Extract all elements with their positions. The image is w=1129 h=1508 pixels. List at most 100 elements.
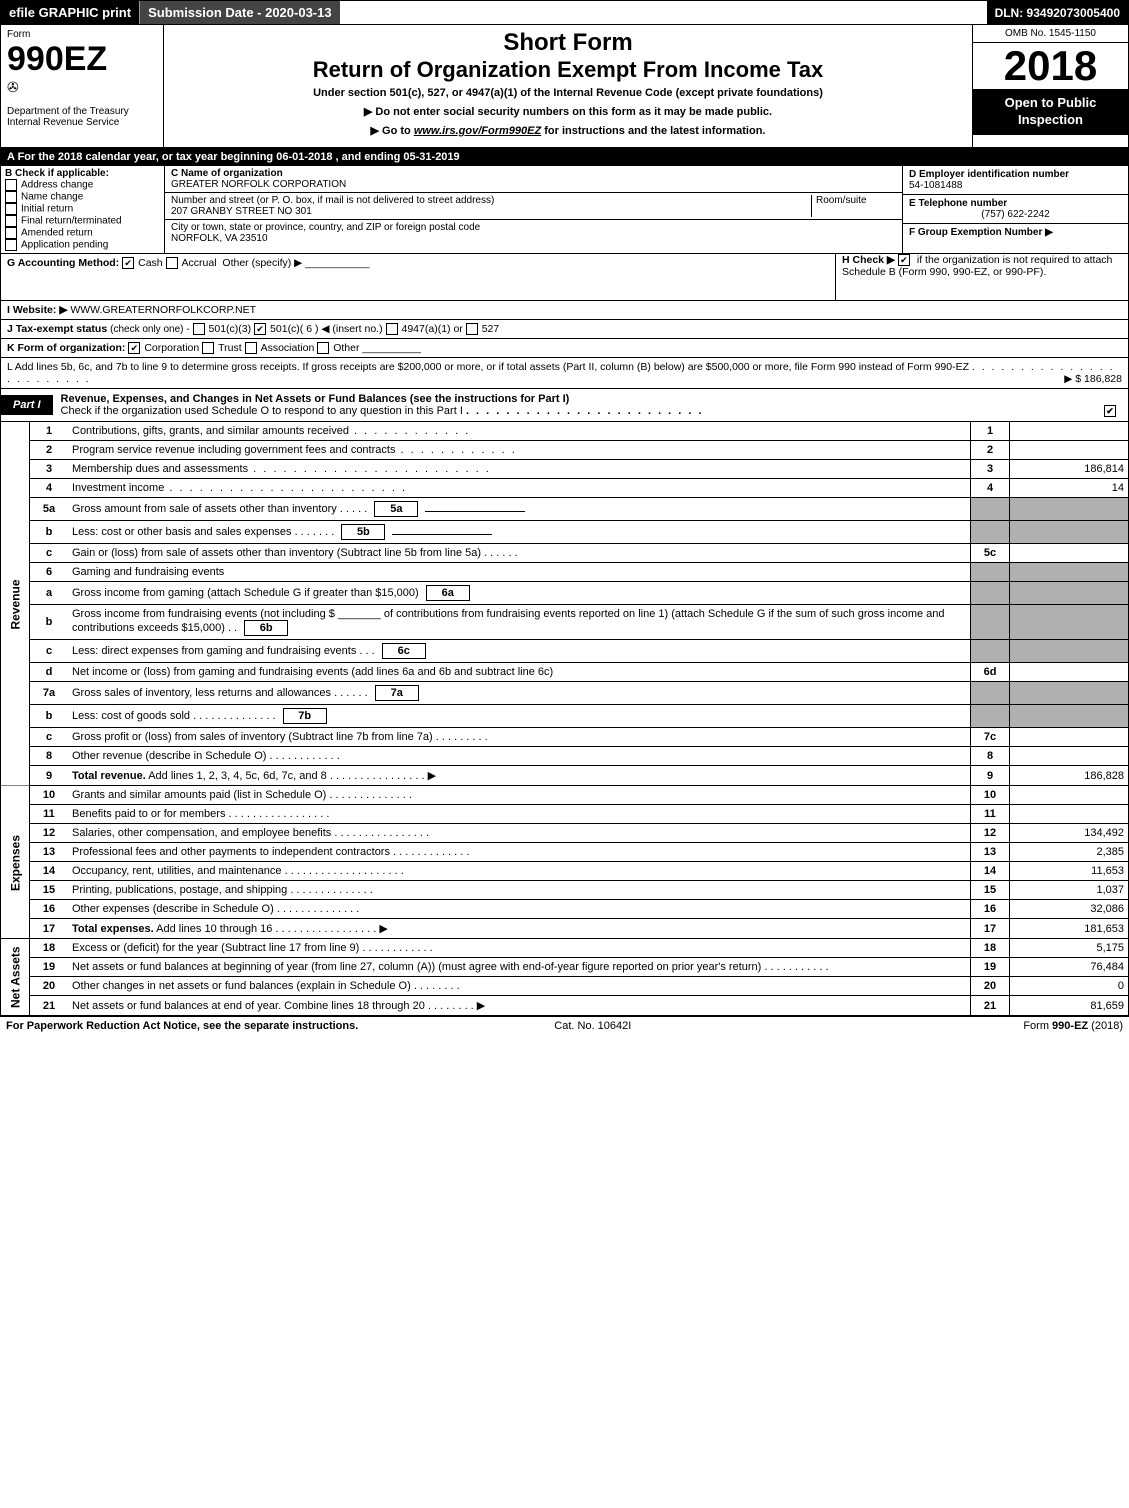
chk-501c3[interactable] [193, 323, 205, 335]
ln-5b-num: b [30, 521, 69, 544]
grp-label: F Group Exemption Number ▶ [909, 227, 1053, 238]
ln-3-desc: Membership dues and assessments [72, 463, 248, 475]
k-corp: Corporation [144, 342, 199, 354]
ln-5c-desc: Gain or (loss) from sale of assets other… [72, 547, 481, 559]
ln-6-shade [971, 563, 1010, 582]
chk-schedo[interactable]: ✔ [1104, 405, 1116, 417]
ln-7b-num: b [30, 705, 69, 728]
ln-4-num: 4 [30, 479, 69, 498]
chk-501c[interactable]: ✔ [254, 323, 266, 335]
ln-16-val: 32,086 [1010, 900, 1129, 919]
chk-accrual[interactable] [166, 257, 178, 269]
ln-9-box: 9 [971, 766, 1010, 786]
tel-value: (757) 622-2242 [909, 209, 1122, 220]
ln-2-num: 2 [30, 441, 69, 460]
ln-5c-val [1010, 544, 1129, 563]
part1-title-text: Revenue, Expenses, and Changes in Net As… [61, 393, 570, 405]
ln-7b-sub: 7b [283, 708, 327, 724]
chk-trust[interactable] [202, 342, 214, 354]
chk-h[interactable]: ✔ [898, 254, 910, 266]
chk-name[interactable] [5, 191, 17, 203]
table-row: 11 Benefits paid to or for members . . .… [1, 805, 1129, 824]
row-k: K Form of organization: ✔ Corporation Tru… [1, 339, 1128, 358]
submission-date-button[interactable]: Submission Date - 2020-03-13 [139, 1, 340, 24]
info-grid: B Check if applicable: Address change Na… [0, 166, 1129, 254]
table-row: 21 Net assets or fund balances at end of… [1, 996, 1129, 1016]
ln-21-desc: Net assets or fund balances at end of ye… [72, 1000, 425, 1012]
ln-15-num: 15 [30, 881, 69, 900]
table-row: 16 Other expenses (describe in Schedule … [1, 900, 1129, 919]
ln-7b-shade [971, 705, 1010, 728]
part1-label: Part I [1, 395, 53, 415]
chk-other[interactable] [317, 342, 329, 354]
city-label: City or town, state or province, country… [171, 222, 480, 233]
street-label: Number and street (or P. O. box, if mail… [171, 195, 494, 206]
ein-label: D Employer identification number [909, 169, 1069, 180]
chk-address[interactable] [5, 179, 17, 191]
g-other: Other (specify) ▶ [222, 257, 302, 269]
table-row: 8 Other revenue (describe in Schedule O)… [1, 747, 1129, 766]
page-footer: For Paperwork Reduction Act Notice, see … [0, 1016, 1129, 1035]
table-row: d Net income or (loss) from gaming and f… [1, 663, 1129, 682]
chk-assoc[interactable] [245, 342, 257, 354]
table-row: a Gross income from gaming (attach Sched… [1, 582, 1129, 605]
ln-6-shadeval [1010, 563, 1129, 582]
chk-527[interactable] [466, 323, 478, 335]
h-box: H Check ▶ ✔ if the organization is not r… [835, 254, 1122, 300]
ln-9-num: 9 [30, 766, 69, 786]
chk-final[interactable] [5, 215, 17, 227]
chk-corp[interactable]: ✔ [128, 342, 140, 354]
ln-11-box: 11 [971, 805, 1010, 824]
ln-7a-sub: 7a [375, 685, 419, 701]
chk-initial[interactable] [5, 203, 17, 215]
chk-cash[interactable]: ✔ [122, 257, 134, 269]
ln-9-val: 186,828 [1010, 766, 1129, 786]
ln-6b-num: b [30, 605, 69, 640]
ln-1-desc: Contributions, gifts, grants, and simila… [72, 425, 349, 437]
ln-15-box: 15 [971, 881, 1010, 900]
chk-pending[interactable] [5, 239, 17, 251]
ln-5c-num: c [30, 544, 69, 563]
tax-year: 2018 [973, 43, 1128, 89]
j-527: 527 [482, 323, 500, 335]
ln-12-box: 12 [971, 824, 1010, 843]
opt-final: Final return/terminated [21, 216, 122, 227]
ln-10-val [1010, 786, 1129, 805]
ln-5a-num: 5a [30, 498, 69, 521]
period-mid: , and ending [336, 151, 404, 163]
table-row: 15 Printing, publications, postage, and … [1, 881, 1129, 900]
ln-14-box: 14 [971, 862, 1010, 881]
ln-5b-desc: Less: cost or other basis and sales expe… [72, 526, 292, 538]
org-name: GREATER NORFOLK CORPORATION [171, 179, 346, 190]
table-row: 19 Net assets or fund balances at beginn… [1, 958, 1129, 977]
k-label: K Form of organization: [7, 342, 125, 354]
row-g-h: G Accounting Method: ✔Cash Accrual Other… [1, 254, 1128, 301]
ln-8-box: 8 [971, 747, 1010, 766]
table-row: 14 Occupancy, rent, utilities, and maint… [1, 862, 1129, 881]
l-text: L Add lines 5b, 6c, and 7b to line 9 to … [7, 361, 969, 373]
ein-value: 54-1081488 [909, 180, 962, 191]
opt-pending: Application pending [21, 240, 108, 251]
efile-print-button[interactable]: efile GRAPHIC print [1, 1, 139, 24]
ln-6a-desc: Gross income from gaming (attach Schedul… [72, 587, 419, 599]
ln-20-desc: Other changes in net assets or fund bala… [72, 980, 411, 992]
ln-5a-desc: Gross amount from sale of assets other t… [72, 503, 337, 515]
ln-17-desc: Total expenses. [72, 923, 154, 935]
box-b: B Check if applicable: Address change Na… [1, 166, 165, 253]
k-trust: Trust [218, 342, 242, 354]
ln-21-box: 21 [971, 996, 1010, 1016]
table-row: 13 Professional fees and other payments … [1, 843, 1129, 862]
chk-amended[interactable] [5, 227, 17, 239]
ln-4-box: 4 [971, 479, 1010, 498]
ln-15-val: 1,037 [1010, 881, 1129, 900]
irs-link[interactable]: www.irs.gov/Form990EZ [414, 125, 541, 137]
header-center: Short Form Return of Organization Exempt… [164, 25, 972, 147]
opt-amended: Amended return [21, 228, 93, 239]
wing-icon: ✇ [7, 79, 157, 96]
table-row: 17 Total expenses. Add lines 10 through … [1, 919, 1129, 939]
table-row: c Gross profit or (loss) from sales of i… [1, 728, 1129, 747]
ln-12-num: 12 [30, 824, 69, 843]
ln-17-num: 17 [30, 919, 69, 939]
ln-11-val [1010, 805, 1129, 824]
chk-4947[interactable] [386, 323, 398, 335]
